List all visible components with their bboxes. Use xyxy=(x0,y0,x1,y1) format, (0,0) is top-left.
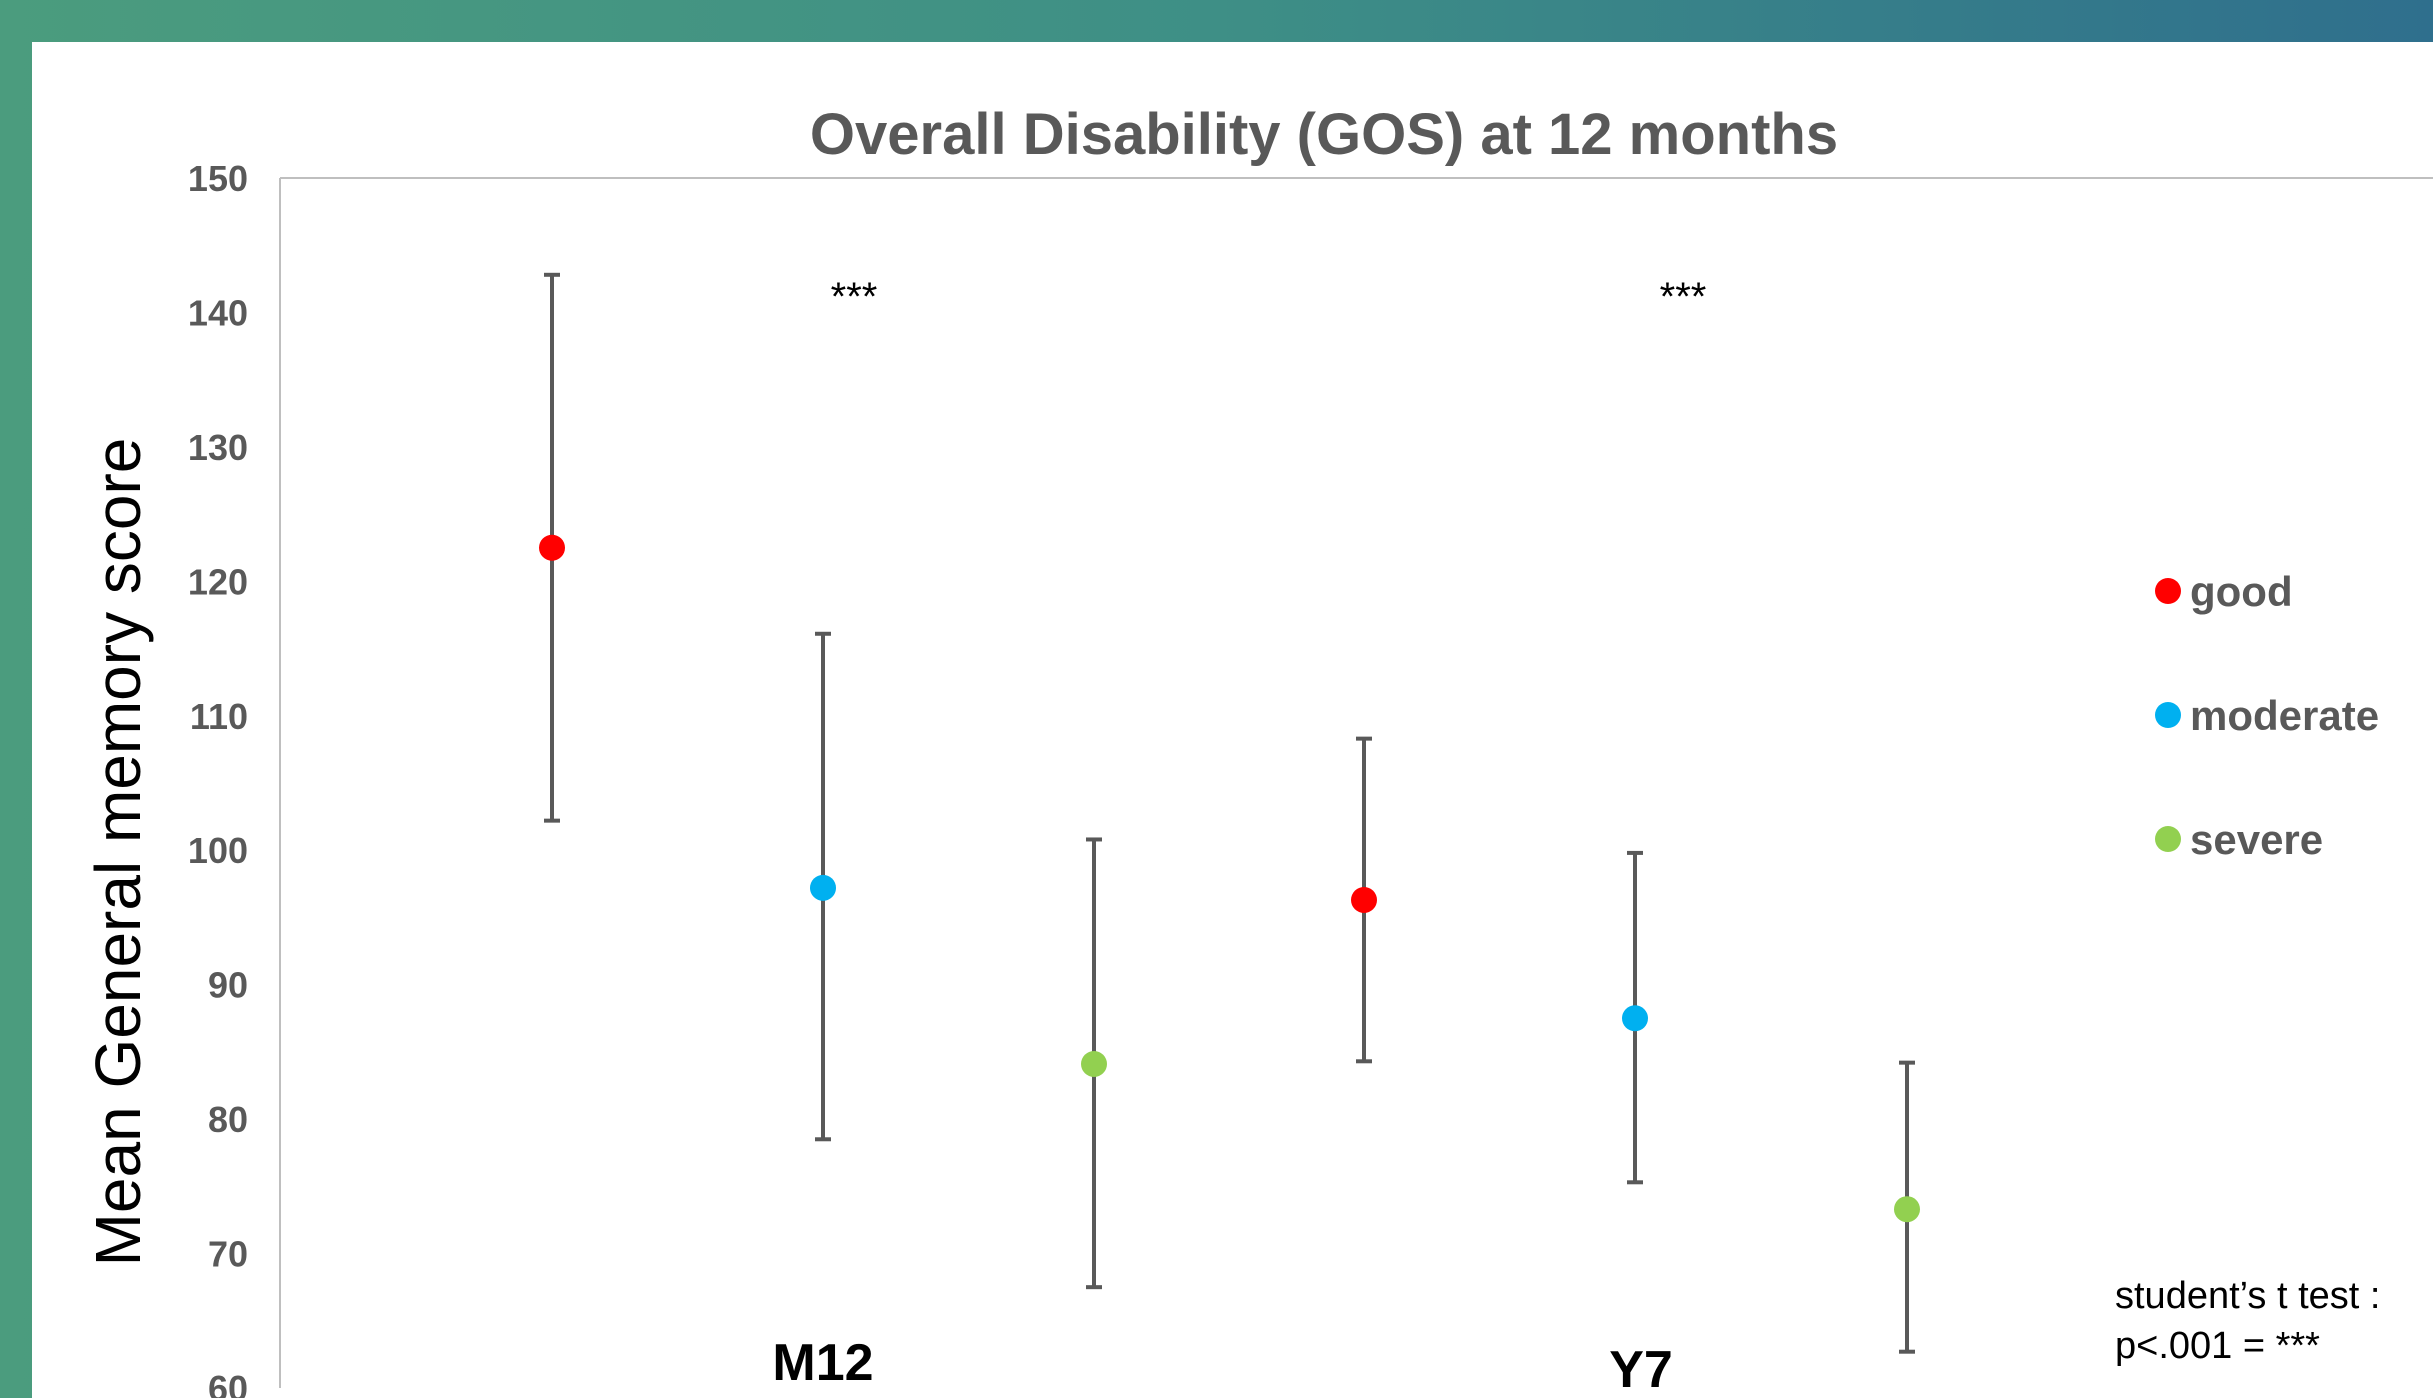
data-point-severe xyxy=(1081,1050,1107,1077)
data-point-severe xyxy=(1894,1196,1920,1223)
chart-title: Overall Disability (GOS) at 12 months xyxy=(810,102,1838,167)
y-axis-title: Mean General memory score xyxy=(82,438,154,1267)
significance-marker: *** xyxy=(1660,275,1707,319)
data-point-moderate xyxy=(1622,1005,1648,1032)
chart: Overall Disability (GOS) at 12 months 60 7… xyxy=(82,102,2433,1398)
data-point-moderate xyxy=(810,874,836,901)
legend-marker-severe xyxy=(2155,826,2181,852)
y-tick-label: 110 xyxy=(190,696,248,737)
legend-label-severe: severe xyxy=(2190,816,2323,863)
x-group-label: M12 xyxy=(772,1334,873,1392)
data-point-good xyxy=(539,534,565,561)
y-tick-label: 130 xyxy=(188,427,248,468)
legend-marker-good xyxy=(2155,578,2181,604)
y-tick-label: 90 xyxy=(208,965,248,1006)
data-point-good xyxy=(1351,886,1377,913)
legend-marker-moderate xyxy=(2155,702,2181,728)
y-tick-label: 150 xyxy=(188,158,248,199)
significance-marker: *** xyxy=(831,275,878,319)
y-tick-label: 140 xyxy=(188,292,248,333)
x-group-label: Y7 xyxy=(1609,1341,1673,1398)
footnote-line: p<.001 = *** xyxy=(2115,1325,2320,1367)
chart-panel: Overall Disability (GOS) at 12 months 60 7… xyxy=(32,42,2433,1398)
y-tick-label: 80 xyxy=(208,1099,248,1140)
y-tick-label: 60 xyxy=(208,1368,248,1398)
y-tick-label: 120 xyxy=(188,561,248,602)
legend-label-moderate: moderate xyxy=(2190,692,2379,739)
footnote-line: student’s t test : xyxy=(2115,1275,2380,1317)
legend-label-good: good xyxy=(2190,568,2293,615)
y-tick-label: 100 xyxy=(188,830,248,871)
y-tick-label: 70 xyxy=(208,1234,248,1275)
